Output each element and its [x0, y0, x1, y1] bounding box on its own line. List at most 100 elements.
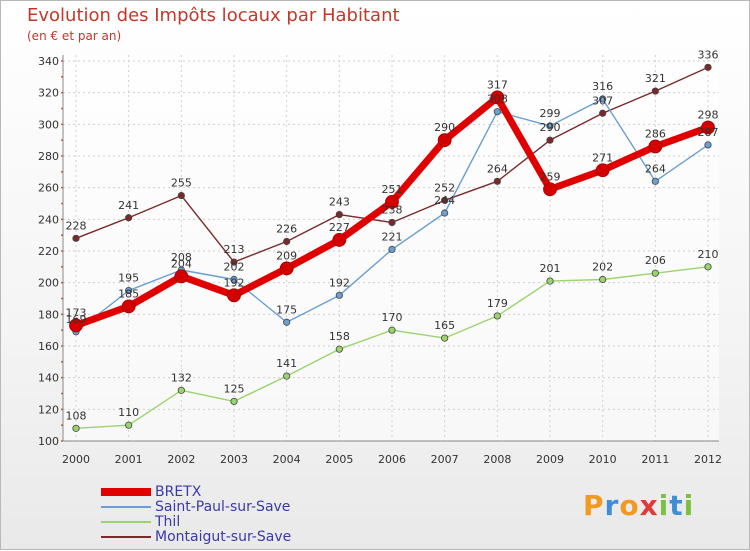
y-minor-tick [61, 139, 63, 142]
proxiti-logo: Proxiti [583, 489, 694, 522]
data-label-montaigut-sur-save: 238 [382, 204, 403, 217]
data-label-bretx: 185 [118, 287, 139, 300]
data-label-thil: 165 [434, 319, 455, 332]
data-point-saint-paul-sur-save [388, 245, 396, 254]
data-label-bretx: 209 [276, 249, 297, 262]
data-label-saint-paul-sur-save: 192 [329, 276, 350, 289]
data-point-thil [283, 372, 291, 380]
y-minor-tick [61, 155, 63, 157]
logo-letter: o [619, 489, 640, 522]
data-label-saint-paul-sur-save: 169 [66, 313, 87, 326]
y-minor-tick [61, 91, 63, 94]
y-minor-tick [61, 250, 63, 252]
data-label-bretx: 192 [224, 276, 245, 289]
data-label-montaigut-sur-save: 307 [592, 94, 613, 107]
y-tick-label: 160 [38, 340, 59, 353]
data-label-bretx: 259 [540, 170, 561, 183]
data-label-saint-paul-sur-save: 299 [540, 107, 561, 120]
data-label-saint-paul-sur-save: 287 [698, 126, 719, 139]
logo-letter: P [583, 489, 605, 522]
legend-label-montaigut-sur-save: Montaigut-sur-Save [155, 529, 292, 545]
data-point-montaigut-sur-save [546, 136, 554, 144]
y-minor-tick [61, 297, 63, 300]
data-point-montaigut-sur-save [177, 191, 185, 200]
y-minor-tick [61, 234, 63, 237]
data-point-bretx [174, 269, 189, 284]
data-point-saint-paul-sur-save [546, 122, 554, 130]
data-label-bretx: 204 [171, 257, 192, 270]
data-point-thil [704, 263, 712, 271]
data-point-saint-paul-sur-save [441, 209, 449, 217]
data-label-thil: 202 [592, 261, 613, 274]
data-point-montaigut-sur-save [493, 177, 501, 185]
logo-letter: x [639, 489, 659, 522]
data-point-saint-paul-sur-save [230, 275, 238, 284]
data-point-thil [72, 424, 80, 432]
y-tick-label: 120 [38, 403, 59, 416]
data-label-saint-paul-sur-save: 244 [434, 194, 455, 207]
data-point-bretx [648, 139, 663, 154]
legend-label-saint-paul-sur-save: Saint-Paul-sur-Save [155, 499, 291, 515]
data-label-thil: 210 [698, 248, 719, 261]
x-tick-label: 2012 [694, 453, 722, 466]
y-minor-tick [61, 360, 63, 363]
data-point-montaigut-sur-save [335, 210, 343, 219]
data-label-saint-paul-sur-save: 316 [592, 80, 613, 93]
data-label-bretx: 317 [487, 78, 508, 91]
y-minor-tick [61, 75, 63, 78]
y-minor-tick [61, 313, 63, 316]
series-bretx [69, 90, 715, 333]
logo-letter: i [683, 489, 695, 522]
data-label-thil: 132 [171, 371, 192, 384]
logo-letter: i [658, 489, 670, 522]
series-thil [72, 263, 712, 432]
data-label-montaigut-sur-save: 213 [224, 243, 245, 256]
data-point-montaigut-sur-save [388, 218, 396, 227]
legend-item-montaigut-sur-save: Montaigut-sur-Save [101, 530, 361, 545]
y-tick-label: 260 [38, 182, 59, 195]
y-tick-label: 140 [38, 372, 59, 385]
data-label-montaigut-sur-save: 228 [66, 219, 87, 232]
y-minor-tick [61, 281, 63, 284]
data-label-bretx: 298 [698, 109, 719, 122]
data-point-bretx [69, 318, 83, 333]
data-point-montaigut-sur-save [599, 109, 607, 117]
y-tick-label: 200 [38, 277, 59, 290]
y-minor-tick [61, 202, 63, 205]
legend-item-saint-paul-sur-save: Saint-Paul-sur-Save [101, 500, 361, 515]
y-tick-label: 180 [38, 308, 59, 321]
data-point-thil [599, 275, 607, 284]
y-minor-tick [61, 218, 63, 221]
logo-letter: t [669, 489, 684, 522]
data-point-bretx [121, 299, 136, 314]
x-tick-label: 2004 [273, 453, 301, 466]
data-label-thil: 158 [329, 330, 350, 343]
data-point-saint-paul-sur-save [704, 141, 712, 149]
data-label-bretx: 227 [329, 221, 350, 234]
y-minor-tick [61, 345, 63, 347]
data-label-bretx: 271 [592, 151, 613, 164]
legend-swatch-saint-paul-sur-save [101, 506, 151, 508]
data-point-saint-paul-sur-save [493, 108, 501, 116]
y-minor-tick [61, 170, 63, 173]
y-minor-tick [61, 440, 63, 442]
x-tick-label: 2001 [115, 453, 143, 466]
x-tick-label: 2011 [641, 453, 669, 466]
data-label-thil: 141 [276, 357, 297, 370]
data-point-montaigut-sur-save [125, 214, 133, 222]
x-tick-label: 2003 [220, 453, 248, 466]
data-point-saint-paul-sur-save [335, 291, 343, 299]
y-minor-tick [61, 186, 63, 189]
data-point-thil [388, 326, 396, 334]
data-label-montaigut-sur-save: 290 [540, 121, 561, 134]
data-label-bretx: 290 [434, 121, 455, 134]
x-tick-label: 2007 [431, 453, 459, 466]
y-minor-tick [61, 376, 63, 379]
y-tick-label: 240 [38, 213, 59, 226]
data-label-montaigut-sur-save: 243 [329, 196, 350, 209]
data-point-bretx [595, 163, 610, 178]
data-label-bretx: 251 [382, 183, 403, 196]
data-point-thil [230, 397, 238, 406]
